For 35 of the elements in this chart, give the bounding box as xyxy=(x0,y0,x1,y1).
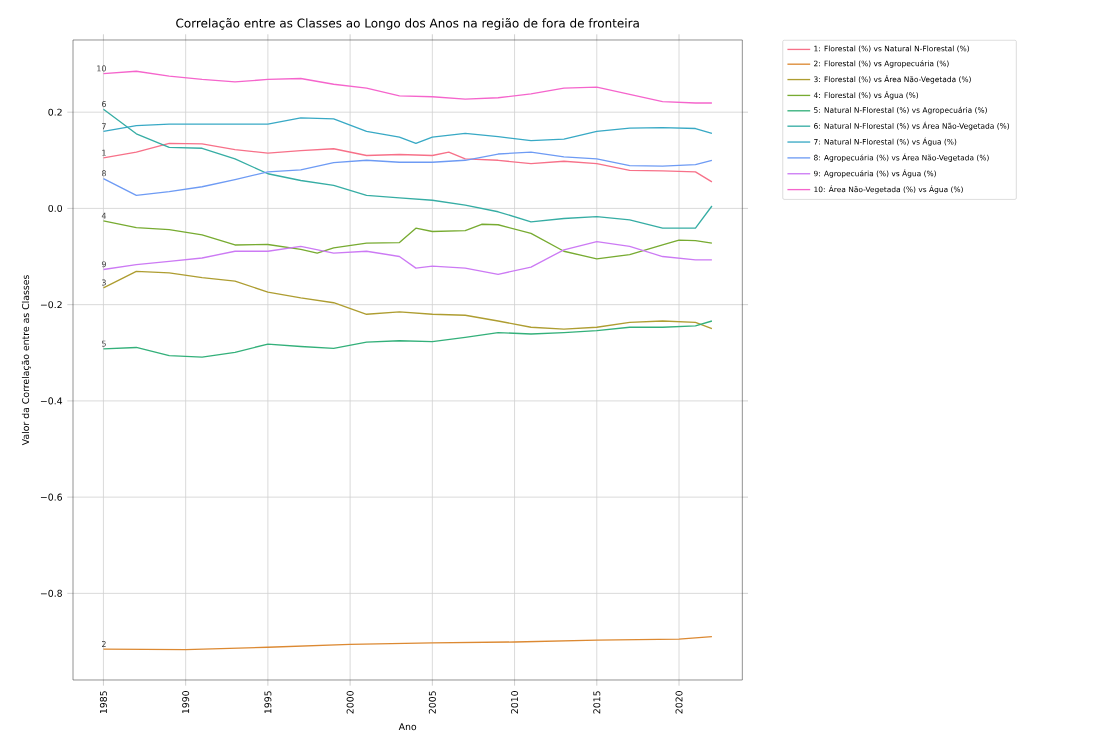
annotation: 6 xyxy=(101,100,107,108)
x-tick-label: 2020 xyxy=(675,691,683,714)
line-series xyxy=(102,142,713,183)
y-tick-label: 0.0 xyxy=(48,204,62,212)
x-tick-label: 2015 xyxy=(593,691,601,714)
annotation: 7 xyxy=(102,123,106,130)
x-tick-label: 2005 xyxy=(428,691,436,714)
y-tick-label: −0.8 xyxy=(40,589,62,597)
line-series xyxy=(102,220,713,260)
x-tick-label: 1985 xyxy=(99,691,107,714)
annotation: 4 xyxy=(101,212,107,219)
y-tick-label: 0.2 xyxy=(48,108,62,116)
annotation: 5 xyxy=(102,340,106,347)
line-series xyxy=(102,270,713,330)
x-tick-label: 2000 xyxy=(346,691,354,714)
x-tick-label: 2010 xyxy=(511,691,519,714)
y-tick-label: −0.4 xyxy=(40,397,63,405)
y-tick-label: −0.2 xyxy=(40,301,62,309)
annotation: 1 xyxy=(102,149,106,156)
line-series xyxy=(102,636,713,651)
y-axis-title: Valor da Correlação entre as Classes xyxy=(21,275,31,446)
x-axis-title: Ano xyxy=(398,723,417,731)
annotation: 2 xyxy=(101,640,106,647)
x-tick-label: 1995 xyxy=(264,691,272,714)
annotation: 9 xyxy=(101,261,106,268)
annotation: 8 xyxy=(101,170,106,177)
annotation: 10 xyxy=(97,65,106,72)
y-tick-label: −0.6 xyxy=(40,493,63,501)
x-tick-label: 1990 xyxy=(182,691,190,714)
annotation: 3 xyxy=(102,279,106,286)
chart-title: Correlação entre as Classes ao Longo dos Anos na região de fora de fronteira xyxy=(176,18,639,30)
line-series xyxy=(102,151,713,197)
line-series xyxy=(102,240,713,275)
line-series xyxy=(102,108,713,229)
line-series xyxy=(102,320,713,358)
